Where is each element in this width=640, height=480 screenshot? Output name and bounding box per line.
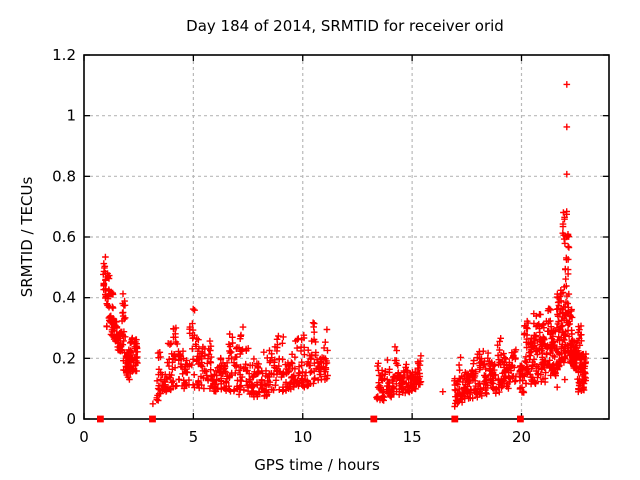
gap-square-marker [451,415,459,423]
x-tick-label: 10 [293,428,312,446]
x-tick-label: 0 [79,428,89,446]
gap-square-marker [149,415,156,423]
y-tick-label: 1 [66,107,76,125]
grid-lines [84,55,609,419]
y-tick-label: 1.2 [52,46,76,64]
y-tick-label: 0.8 [52,167,76,185]
y-tick-label: 0 [66,410,76,428]
chart-title: Day 184 of 2014, SRMTID for receiver ori… [186,17,504,35]
x-tick-label: 15 [403,428,422,446]
y-axis-label: SRMTID / TECUs [18,177,36,298]
x-axis-label: GPS time / hours [254,456,380,474]
plus-markers [100,81,590,410]
x-tick-label: 5 [189,428,199,446]
gap-square-marker [370,415,378,423]
tick-labels: 0 5 10 15 20 0 0.2 0.4 0.6 0.8 1 1.2 [52,46,531,446]
x-tick-label: 20 [512,428,531,446]
scatter-points [97,81,590,423]
gap-square-marker [97,415,104,423]
y-tick-label: 0.2 [52,349,76,367]
y-tick-label: 0.6 [52,228,76,246]
y-tick-label: 0.4 [52,289,76,307]
gap-square-marker [517,415,524,423]
